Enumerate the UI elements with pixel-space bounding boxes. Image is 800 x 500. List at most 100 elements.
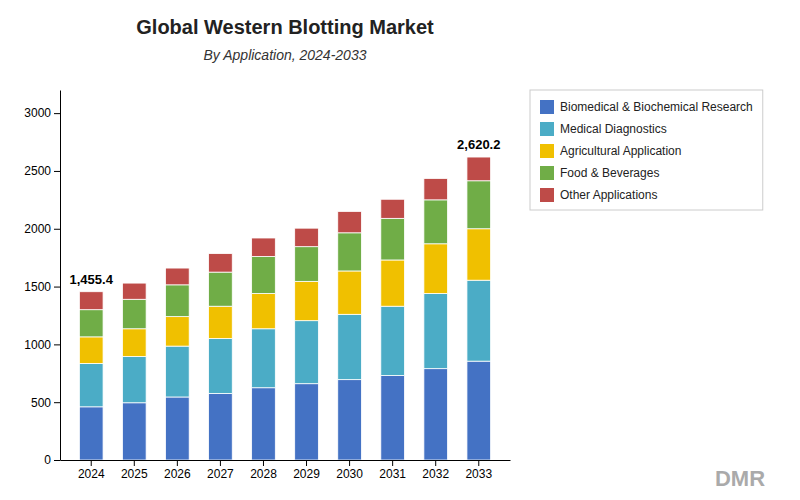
x-tick-label: 2032	[422, 467, 449, 481]
x-tick-label: 2033	[465, 467, 492, 481]
y-tick-mark	[54, 229, 60, 230]
bar	[166, 317, 190, 346]
series	[79, 280, 490, 407]
bar	[295, 228, 319, 247]
y-tick-label: 2000	[24, 222, 51, 236]
bar	[79, 407, 103, 460]
x-tick-mark	[349, 460, 350, 466]
y-tick: 0	[44, 453, 60, 467]
x-axis: 2024202520262027202820292030203120322033	[61, 460, 511, 481]
series	[79, 181, 490, 337]
y-tick-mark	[54, 460, 60, 461]
legend-label: Agricultural Application	[560, 144, 681, 158]
bar	[122, 357, 146, 403]
y-tick-mark	[54, 402, 60, 403]
annotation: 1,455.4	[70, 272, 114, 287]
series	[79, 157, 490, 310]
x-tick-mark	[177, 460, 178, 466]
bar	[209, 339, 233, 394]
legend-swatch	[540, 122, 554, 136]
legend-item: Agricultural Application	[540, 144, 681, 158]
bar	[467, 181, 491, 229]
x-tick-label: 2026	[164, 467, 191, 481]
bar	[122, 299, 146, 328]
x-tick-mark	[91, 460, 92, 466]
legend-swatch	[540, 188, 554, 202]
bar	[79, 292, 103, 310]
bar	[467, 361, 491, 460]
bar	[381, 306, 405, 375]
x-tick: 2027	[207, 460, 234, 481]
bar	[424, 200, 448, 244]
y-axis: 0 500 1000 1500 2000 2500 3000	[24, 91, 60, 468]
x-tick-mark	[220, 460, 221, 466]
plot-area: 2024202520262027202820292030203120322033…	[24, 91, 510, 481]
x-tick-mark	[478, 460, 479, 466]
bar	[295, 247, 319, 282]
y-tick: 3000	[24, 106, 60, 120]
legend: Biomedical & Biochemical ResearchMedical…	[530, 90, 763, 210]
x-tick-label: 2028	[250, 467, 277, 481]
x-tick-label: 2027	[207, 467, 234, 481]
bar	[338, 271, 362, 314]
x-tick: 2026	[164, 460, 191, 481]
legend-label: Medical Diagnostics	[560, 122, 667, 136]
y-tick-mark	[54, 113, 60, 114]
y-tick-label: 2500	[24, 164, 51, 178]
annotation: 2,620.2	[457, 137, 500, 152]
x-tick-label: 2031	[379, 467, 406, 481]
x-axis-line	[61, 460, 511, 461]
legend-swatch	[540, 144, 554, 158]
bar	[79, 363, 103, 406]
bar	[467, 157, 491, 181]
bar	[424, 294, 448, 369]
bar	[122, 283, 146, 299]
bar	[252, 329, 276, 388]
legend-item: Food & Beverages	[540, 166, 659, 180]
y-tick: 500	[31, 396, 60, 410]
bar	[166, 397, 190, 460]
x-tick-mark	[392, 460, 393, 466]
legend-label: Other Applications	[560, 188, 657, 202]
series	[79, 229, 490, 364]
y-tick-label: 1000	[24, 338, 51, 352]
y-tick-mark	[54, 287, 60, 288]
bar	[338, 211, 362, 232]
bar	[295, 281, 319, 320]
legend-swatch	[540, 100, 554, 114]
x-tick-label: 2024	[78, 467, 105, 481]
legend-item: Other Applications	[540, 188, 657, 202]
bars	[79, 157, 490, 460]
bar	[338, 380, 362, 460]
x-tick: 2032	[422, 460, 449, 481]
x-tick-label: 2030	[336, 467, 363, 481]
watermark: DMR	[715, 466, 765, 491]
x-tick: 2030	[336, 460, 363, 481]
bar	[209, 272, 233, 306]
bar	[338, 314, 362, 379]
x-tick-mark	[134, 460, 135, 466]
y-tick-label: 3000	[24, 106, 51, 120]
legend-label: Food & Beverages	[560, 166, 659, 180]
chart: Global Western Blotting MarketBy Applica…	[0, 0, 800, 500]
y-tick-label: 500	[31, 396, 51, 410]
x-tick: 2033	[465, 460, 492, 481]
y-tick-label: 1500	[24, 280, 51, 294]
bar	[424, 369, 448, 460]
x-tick-mark	[263, 460, 264, 466]
bar	[424, 244, 448, 294]
y-axis-line	[60, 91, 61, 461]
legend-frame	[530, 90, 763, 210]
y-tick: 2000	[24, 222, 60, 236]
y-tick-mark	[54, 344, 60, 345]
bar	[381, 218, 405, 260]
bar	[79, 310, 103, 337]
y-tick: 1500	[24, 280, 60, 294]
title: Global Western Blotting Market	[136, 16, 434, 38]
bar	[166, 346, 190, 397]
bar	[381, 376, 405, 460]
x-tick: 2024	[78, 460, 105, 481]
y-tick-mark	[54, 171, 60, 172]
bar	[209, 394, 233, 460]
x-tick: 2028	[250, 460, 277, 481]
